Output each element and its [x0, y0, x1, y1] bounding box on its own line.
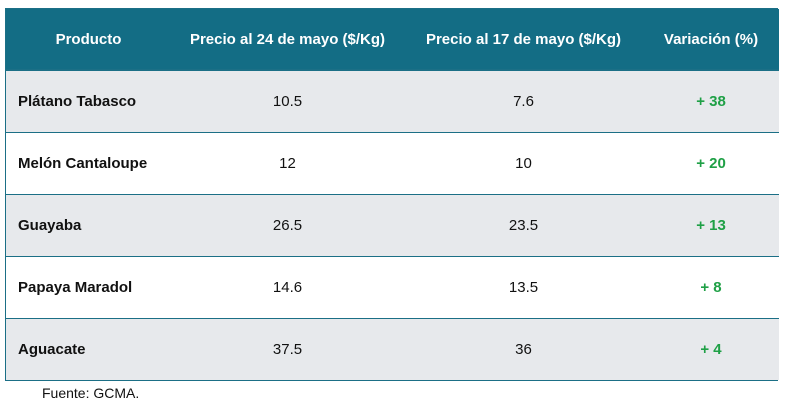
- cell-product: Aguacate: [6, 317, 171, 380]
- cell-price-may17: 10: [404, 131, 643, 194]
- cell-product: Papaya Maradol: [6, 255, 171, 318]
- header-variation: Variación (%): [643, 9, 779, 71]
- source-note: Fuente: GCMA.: [42, 385, 140, 401]
- table-row: Plátano Tabasco 10.5 7.6 + 38: [6, 69, 779, 132]
- table-row: Papaya Maradol 14.6 13.5 + 8: [6, 255, 779, 318]
- cell-price-may24: 10.5: [171, 69, 404, 132]
- cell-price-may24: 14.6: [171, 255, 404, 318]
- cell-price-may17: 7.6: [404, 69, 643, 132]
- cell-price-may17: 36: [404, 317, 643, 380]
- cell-product: Guayaba: [6, 193, 171, 256]
- header-product: Producto: [6, 9, 171, 71]
- cell-variation: + 13: [643, 193, 779, 256]
- cell-variation: + 38: [643, 69, 779, 132]
- cell-price-may17: 13.5: [404, 255, 643, 318]
- cell-variation: + 4: [643, 317, 779, 380]
- table-row: Melón Cantaloupe 12 10 + 20: [6, 131, 779, 194]
- price-table: Producto Precio al 24 de mayo ($/Kg) Pre…: [6, 9, 779, 380]
- cell-product: Plátano Tabasco: [6, 69, 171, 132]
- header-price-may17: Precio al 17 de mayo ($/Kg): [404, 9, 643, 71]
- cell-price-may24: 12: [171, 131, 404, 194]
- table-row: Guayaba 26.5 23.5 + 13: [6, 193, 779, 256]
- cell-price-may17: 23.5: [404, 193, 643, 256]
- cell-price-may24: 26.5: [171, 193, 404, 256]
- cell-variation: + 8: [643, 255, 779, 318]
- cell-price-may24: 37.5: [171, 317, 404, 380]
- table-header-row: Producto Precio al 24 de mayo ($/Kg) Pre…: [6, 9, 779, 71]
- cell-variation: + 20: [643, 131, 779, 194]
- header-price-may24: Precio al 24 de mayo ($/Kg): [171, 9, 404, 71]
- price-table-container: Producto Precio al 24 de mayo ($/Kg) Pre…: [5, 8, 779, 381]
- table-row: Aguacate 37.5 36 + 4: [6, 317, 779, 380]
- cell-product: Melón Cantaloupe: [6, 131, 171, 194]
